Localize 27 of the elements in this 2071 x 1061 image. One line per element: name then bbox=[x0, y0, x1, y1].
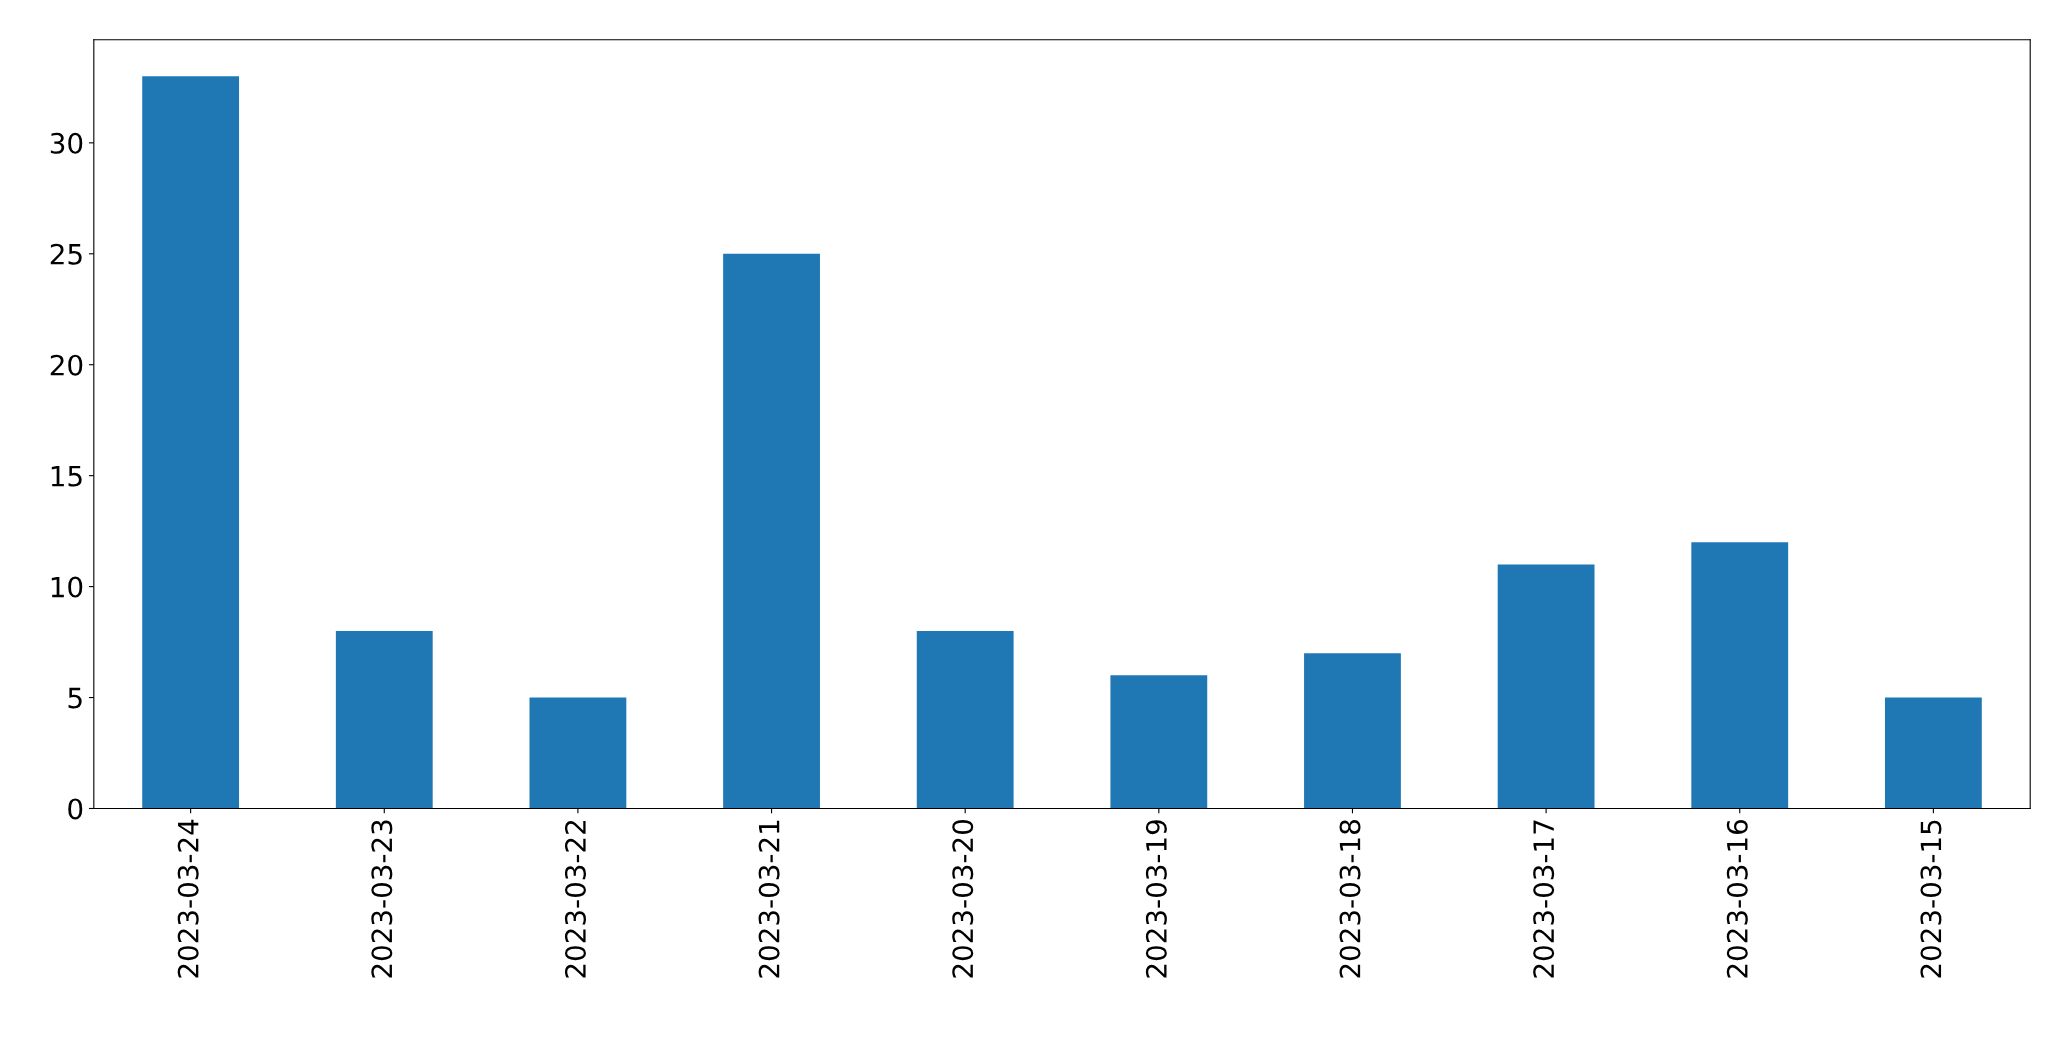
x-tick-label: 2023-03-24 bbox=[177, 819, 199, 978]
bar bbox=[142, 76, 240, 809]
bar bbox=[723, 253, 820, 809]
x-tick-label: 2023-03-22 bbox=[564, 820, 586, 978]
bar bbox=[529, 697, 627, 809]
x-tick-label: 2023-03-18 bbox=[1339, 820, 1361, 978]
x-tick-label: 2023-03-23 bbox=[371, 820, 393, 978]
bar bbox=[1884, 697, 1982, 809]
y-tick-label: 5 bbox=[68, 687, 82, 709]
y-tick-label: 30 bbox=[50, 132, 83, 154]
bar bbox=[1304, 653, 1401, 809]
y-tick-label: 0 bbox=[68, 798, 83, 820]
x-tick-label: 2023-03-16 bbox=[1726, 819, 1748, 978]
bar bbox=[1110, 675, 1208, 809]
y-tick-label: 15 bbox=[51, 465, 82, 487]
bar bbox=[335, 630, 433, 809]
bar bbox=[1497, 564, 1595, 809]
y-tick-label: 10 bbox=[51, 576, 83, 598]
bar bbox=[916, 630, 1014, 809]
y-tick-label: 20 bbox=[50, 354, 83, 376]
bar bbox=[1691, 542, 1789, 809]
y-tick-label: 25 bbox=[50, 243, 82, 265]
x-tick-label: 2023-03-19 bbox=[1145, 820, 1167, 978]
x-tick-label: 2023-03-15 bbox=[1920, 820, 1942, 978]
x-tick-label: 2023-03-17 bbox=[1533, 820, 1555, 978]
x-tick-label: 2023-03-20 bbox=[952, 820, 974, 978]
x-tick-label: 2023-03-21 bbox=[758, 820, 780, 978]
